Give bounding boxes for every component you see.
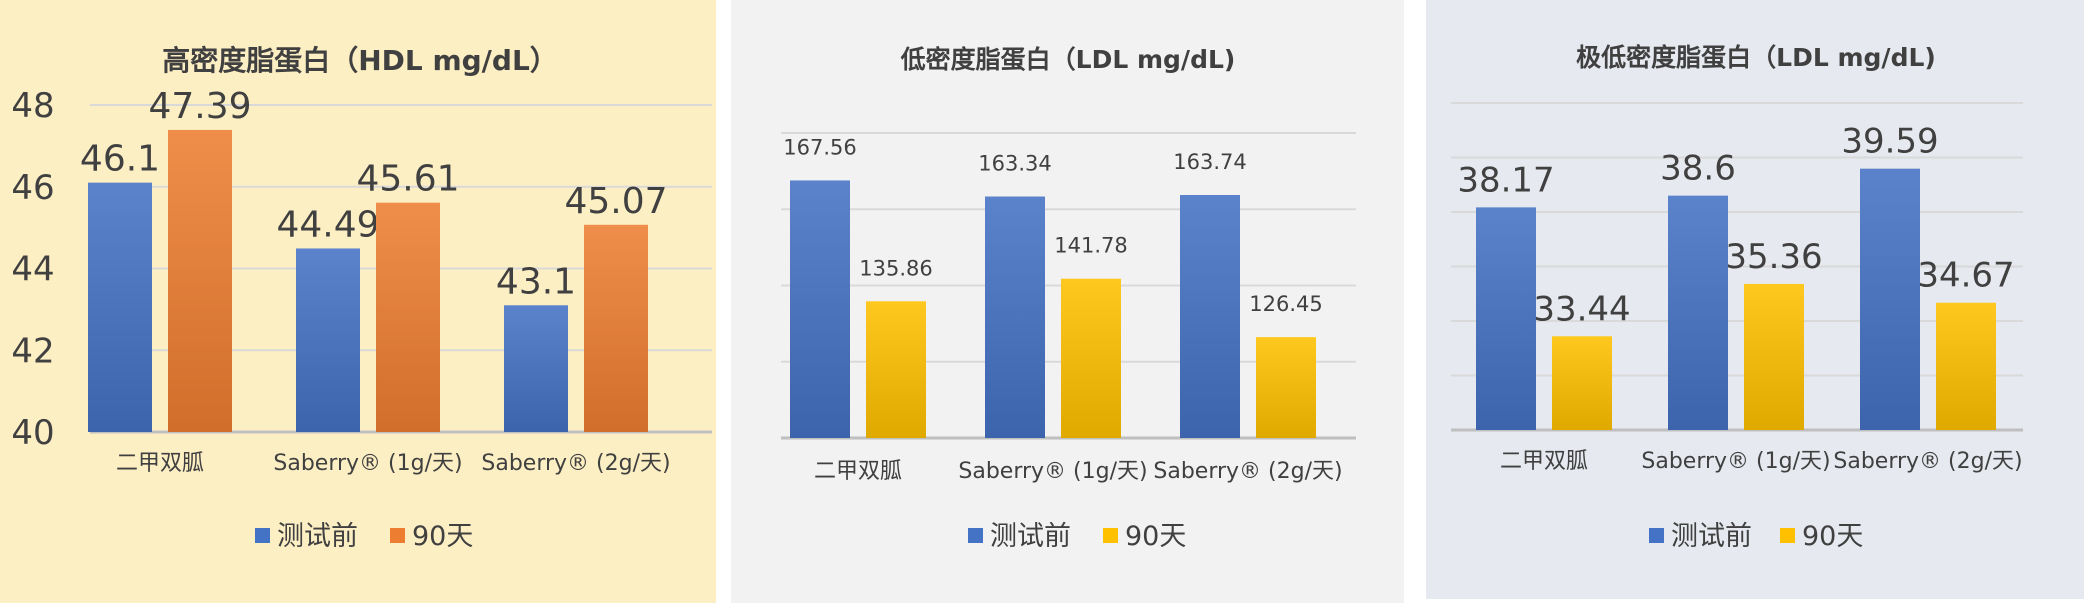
category-label: Saberry® (1g/天) [1641, 449, 1830, 474]
bar-after [1936, 302, 1996, 430]
data-label: 167.56 [783, 135, 856, 159]
category-label: Saberry® (1g/天) [958, 459, 1147, 484]
ldl-chart-panel: 低密度脂蛋白（LDL mg/dL) 167.56 135.86 二甲双胍 163.34 1… [731, 0, 1404, 603]
category-label: Saberry® (1g/天) [273, 451, 462, 476]
chart-svg: 低密度脂蛋白（LDL mg/dL) 167.56 135.86 二甲双胍 163.34 1… [781, 45, 1356, 552]
bar-before [504, 305, 568, 432]
legend-swatch-before [1649, 528, 1664, 543]
bar-before [1476, 207, 1536, 430]
data-label: 38.17 [1457, 160, 1554, 200]
bar-after [168, 129, 232, 432]
legend-label: 测试前 [990, 521, 1071, 552]
legend-label: 测试前 [277, 521, 358, 552]
bar-before [985, 196, 1045, 438]
bar-after [1256, 337, 1316, 438]
hdl-chart-panel: 高密度脂蛋白（HDL mg/dL） 40 42 44 46 48 46.1 47.39 二甲双胍… [0, 0, 716, 603]
legend-swatch-after [1103, 528, 1118, 543]
data-label: 43.1 [496, 261, 576, 302]
legend-label: 测试前 [1671, 521, 1752, 552]
y-tick-label: 46 [11, 168, 54, 208]
y-tick-label: 40 [11, 413, 54, 453]
data-label: 33.44 [1533, 289, 1630, 329]
category-label: 二甲双胍 [1500, 449, 1588, 474]
bar-after [866, 301, 926, 438]
data-label: 135.86 [859, 256, 932, 280]
data-label: 44.49 [276, 204, 379, 245]
legend-swatch-after [1780, 528, 1795, 543]
bar-before [1860, 168, 1920, 431]
legend-label: 90天 [1125, 521, 1186, 552]
data-label: 45.07 [564, 181, 667, 222]
y-tick-label: 42 [11, 331, 54, 371]
y-tick-label: 44 [11, 250, 54, 290]
bar-after [584, 224, 648, 432]
data-label: 38.6 [1660, 149, 1736, 189]
legend-label: 90天 [412, 521, 473, 552]
bar-after [1552, 336, 1612, 430]
bar-before [1180, 194, 1240, 438]
category-label: Saberry® (2g/天) [481, 451, 670, 476]
category-label: Saberry® (2g/天) [1153, 459, 1342, 484]
chart-title: 低密度脂蛋白（LDL mg/dL) [900, 45, 1236, 74]
bar-before [88, 182, 152, 432]
chart-title: 高密度脂蛋白（HDL mg/dL） [162, 44, 558, 77]
data-label: 39.59 [1841, 122, 1938, 162]
chart-svg: 高密度脂蛋白（HDL mg/dL） 40 42 44 46 48 46.1 47.39 二甲双胍… [11, 44, 712, 552]
y-tick-label: 48 [11, 86, 54, 126]
data-label: 45.61 [356, 159, 459, 200]
data-label: 46.1 [80, 139, 160, 180]
data-label: 141.78 [1054, 234, 1127, 258]
bar-after [1744, 283, 1804, 430]
category-label: 二甲双胍 [814, 459, 902, 484]
bar-before [1668, 195, 1728, 430]
chart-title: 极低密度脂蛋白（LDL mg/dL) [1576, 43, 1936, 72]
legend-swatch-after [390, 528, 405, 543]
bar-before [790, 180, 850, 439]
data-label: 34.67 [1917, 256, 2014, 296]
category-label: 二甲双胍 [116, 451, 204, 476]
bar-after [376, 202, 440, 432]
legend-label: 90天 [1802, 521, 1863, 552]
category-label: Saberry® (2g/天) [1833, 449, 2022, 474]
legend-swatch-before [255, 528, 270, 543]
data-label: 35.36 [1725, 237, 1822, 277]
bar-after [1061, 278, 1121, 438]
bar-before [296, 248, 360, 432]
data-label: 163.34 [978, 152, 1051, 176]
vldl-chart-panel: 极低密度脂蛋白（LDL mg/dL) 38.17 33.44 二甲双胍 38.6 35.3… [1426, 0, 2084, 599]
chart-svg: 极低密度脂蛋白（LDL mg/dL) 38.17 33.44 二甲双胍 38.6 35.3… [1451, 43, 2023, 552]
data-label: 163.74 [1173, 150, 1246, 174]
data-label: 47.39 [148, 86, 251, 127]
data-label: 126.45 [1249, 292, 1322, 316]
legend-swatch-before [968, 528, 983, 543]
